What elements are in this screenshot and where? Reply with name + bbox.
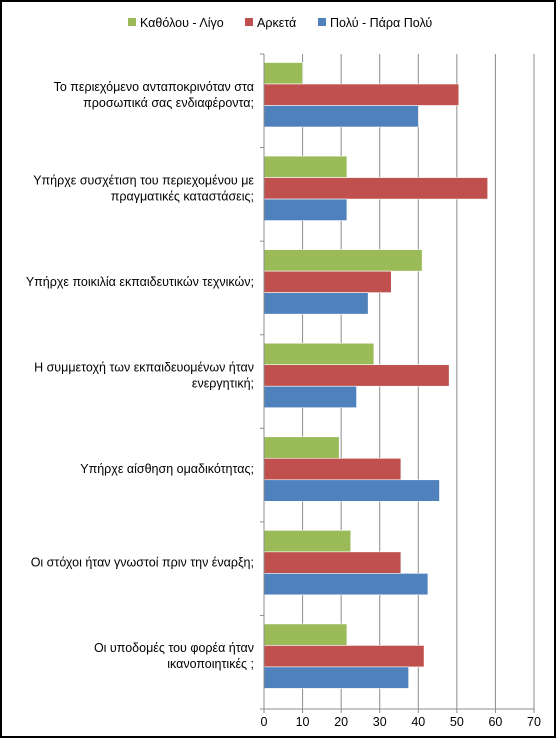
bar [263, 364, 450, 387]
x-tick-label: 10 [296, 715, 310, 729]
category-label: Η συμμετοχή των εκπαιδευομένων ήταν ενεργ… [34, 360, 254, 390]
bar [263, 666, 409, 689]
legend-swatch [128, 18, 136, 26]
bars [263, 62, 489, 689]
x-tick-label: 20 [334, 715, 348, 729]
axis [260, 53, 535, 713]
bar [263, 177, 489, 200]
legend-swatch [318, 18, 326, 26]
bar [263, 436, 340, 459]
x-tick-label: 30 [373, 715, 387, 729]
bar [263, 645, 425, 668]
bar [263, 623, 348, 646]
bar [263, 249, 423, 272]
category-label: Υπήρχε συσχέτιση του περιεχομένου με πραγ… [33, 173, 254, 203]
category-labels: Το περιεχόμενο ανταποκρινόταν στα προσωπι… [26, 80, 255, 671]
category-label: Το περιεχόμενο ανταποκρινόταν στα προσωπι… [54, 80, 254, 110]
legend-label: Καθόλου - Λίγο [140, 16, 224, 30]
legend-swatch [245, 18, 253, 26]
category-label: Υπήρχε αίσθηση ομαδικότητας; [80, 462, 254, 476]
bar [263, 385, 357, 409]
bar [263, 530, 352, 553]
bar [263, 551, 402, 574]
tick-labels: 0 10 20 30 40 50 60 70 [261, 715, 541, 729]
x-tick-label: 70 [527, 715, 541, 729]
legend-label: Πολύ - Πάρα Πολύ [330, 16, 432, 30]
bar [263, 198, 348, 221]
bar [263, 573, 429, 596]
bar [263, 292, 369, 315]
bar [263, 342, 375, 366]
bar [263, 155, 348, 178]
x-tick-label: 40 [411, 715, 425, 729]
legend-label: Αρκετά [257, 16, 296, 30]
category-label: Οι στόχοι ήταν γνωστοί πριν την έναρξη; [31, 556, 254, 570]
category-label: Υπήρχε ποικιλία εκπαιδευτικών τεχνικών; [26, 275, 254, 289]
category-label: Οι υποδομές του φορέα ήταν ικανοποιητικές… [94, 641, 254, 671]
x-tick-label: 60 [488, 715, 502, 729]
bar [263, 479, 440, 502]
bar [263, 105, 419, 128]
x-tick-label: 0 [261, 715, 268, 729]
legend: Καθόλου - Λίγο Αρκετά Πολύ - Πάρα Πολύ [128, 16, 432, 30]
bar [263, 270, 392, 293]
bar [263, 83, 460, 106]
x-tick-label: 50 [450, 715, 464, 729]
bar [263, 457, 402, 481]
bar [263, 62, 303, 85]
